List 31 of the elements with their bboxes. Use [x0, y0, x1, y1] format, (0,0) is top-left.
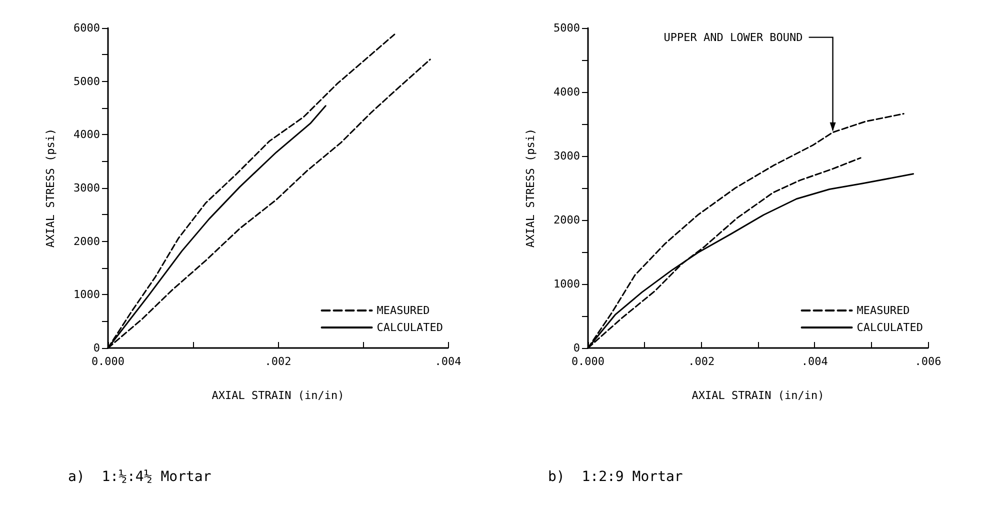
- y-tick-label: 4000: [554, 86, 580, 98]
- y-axis-title: AXIAL STRESS (psi): [44, 128, 57, 248]
- y-axis-title: AXIAL STRESS (psi): [524, 128, 537, 248]
- x-tick-label: 0.000: [571, 355, 605, 368]
- annotation: UPPER AND LOWER BOUND: [664, 30, 803, 44]
- text: a) 1:½:4½ Mortar: [68, 469, 212, 485]
- y-tick-label: 2000: [554, 214, 580, 226]
- y-tick-label: 0: [573, 342, 580, 354]
- legend-label: CALCULATED: [376, 321, 444, 334]
- y-tick-label: 5000: [74, 74, 100, 88]
- x-tick-label: .004: [801, 355, 828, 368]
- x-tick-label: 0.000: [91, 355, 125, 368]
- y-tick-label: 5000: [554, 22, 580, 34]
- legend-label: MEASURED: [856, 304, 910, 317]
- y-tick-label: 4000: [74, 128, 100, 142]
- legend-label: MEASURED: [376, 304, 430, 317]
- y-tick-label: 6000: [74, 22, 100, 34]
- x-tick-label: .004: [434, 355, 462, 368]
- x-tick-label: .002: [264, 355, 292, 368]
- y-tick-label: 0: [93, 342, 100, 354]
- x-axis-title: AXIAL STRAIN (in/in): [692, 389, 824, 402]
- y-tick-label: 1000: [74, 288, 100, 302]
- legend-label: CALCULATED: [856, 321, 924, 334]
- y-tick-label: 2000: [74, 234, 100, 248]
- y-tick-label: 3000: [74, 182, 100, 194]
- y-tick-label: 1000: [554, 278, 580, 290]
- x-tick-label: .002: [688, 355, 715, 368]
- x-tick-label: .006: [914, 355, 942, 368]
- text: b) 1:2:9 Mortar: [548, 469, 683, 485]
- x-axis-title: AXIAL STRAIN (in/in): [212, 389, 344, 402]
- y-tick-label: 3000: [554, 150, 580, 162]
